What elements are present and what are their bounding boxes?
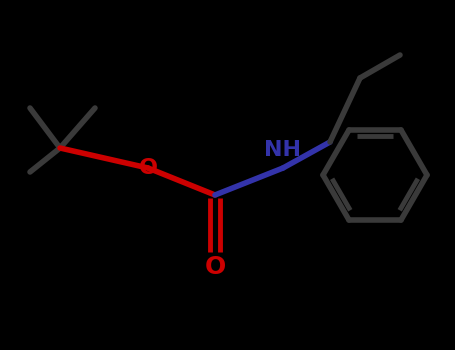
Text: O: O: [204, 255, 226, 279]
Text: O: O: [138, 158, 157, 178]
Text: NH: NH: [264, 140, 302, 160]
